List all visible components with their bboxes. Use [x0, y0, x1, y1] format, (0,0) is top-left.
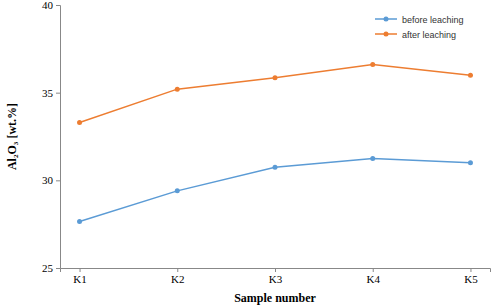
- x-axis-line: [61, 269, 491, 273]
- series-group: [77, 62, 473, 224]
- series-line: [80, 65, 471, 123]
- series-marker: [468, 73, 473, 78]
- series-marker: [370, 156, 375, 161]
- x-tick-label: K2: [171, 273, 184, 285]
- y-tick-label: 30: [42, 174, 54, 186]
- y-axis: 25 30 35 40: [42, 0, 61, 274]
- series-marker: [370, 62, 375, 67]
- y-tick: 30: [42, 174, 60, 186]
- x-tick: K3: [269, 268, 283, 285]
- x-tick: K2: [171, 268, 184, 285]
- y-tick: 35: [42, 87, 60, 99]
- x-tick-mark: [470, 268, 471, 272]
- x-tick-label: K3: [269, 273, 283, 285]
- y-tick-mark: [56, 268, 60, 269]
- series-marker: [175, 188, 180, 193]
- x-tick-mark: [373, 268, 374, 272]
- legend-marker: [384, 32, 389, 37]
- series-marker: [175, 87, 180, 92]
- series-marker: [77, 120, 82, 125]
- x-tick-mark: [177, 268, 178, 272]
- series-marker: [77, 219, 82, 224]
- x-tick: K4: [367, 268, 381, 285]
- x-tick-label: K4: [367, 273, 381, 285]
- chart: K1 K2 K3 K4 K5 25 30 35 40 before leaching after l…: [0, 0, 500, 308]
- y-tick: 25: [42, 262, 60, 274]
- y-axis-title: Al₂O₃ [wt.%]: [5, 103, 19, 170]
- series-line: [80, 158, 471, 221]
- legend-label: before leaching: [402, 15, 464, 25]
- x-tick: K1: [73, 268, 86, 285]
- y-tick-mark: [56, 5, 60, 6]
- y-tick-label: 35: [42, 87, 54, 99]
- series-marker: [273, 165, 278, 170]
- y-tick: 40: [42, 0, 60, 11]
- y-tick-label: 25: [42, 262, 54, 274]
- legend-label: after leaching: [402, 30, 456, 40]
- x-tick-label: K5: [464, 273, 478, 285]
- series-marker: [468, 160, 473, 165]
- y-tick-mark: [56, 180, 60, 181]
- x-tick-mark: [80, 268, 81, 272]
- x-axis: K1 K2 K3 K4 K5: [61, 268, 491, 285]
- legend-marker: [384, 17, 389, 22]
- plot-area: K1 K2 K3 K4 K5 25 30 35 40 before leaching after l…: [42, 0, 491, 285]
- legend: before leaching after leaching: [375, 15, 464, 40]
- series-marker: [273, 75, 278, 80]
- legend-item: before leaching: [375, 15, 464, 25]
- x-tick: K5: [464, 268, 478, 285]
- y-tick-label: 40: [42, 0, 54, 11]
- x-tick-mark: [275, 268, 276, 272]
- y-axis-line: [56, 6, 61, 269]
- x-axis-title: Sample number: [234, 291, 316, 305]
- y-tick-mark: [56, 93, 60, 94]
- legend-item: after leaching: [375, 30, 456, 40]
- x-tick-label: K1: [73, 273, 86, 285]
